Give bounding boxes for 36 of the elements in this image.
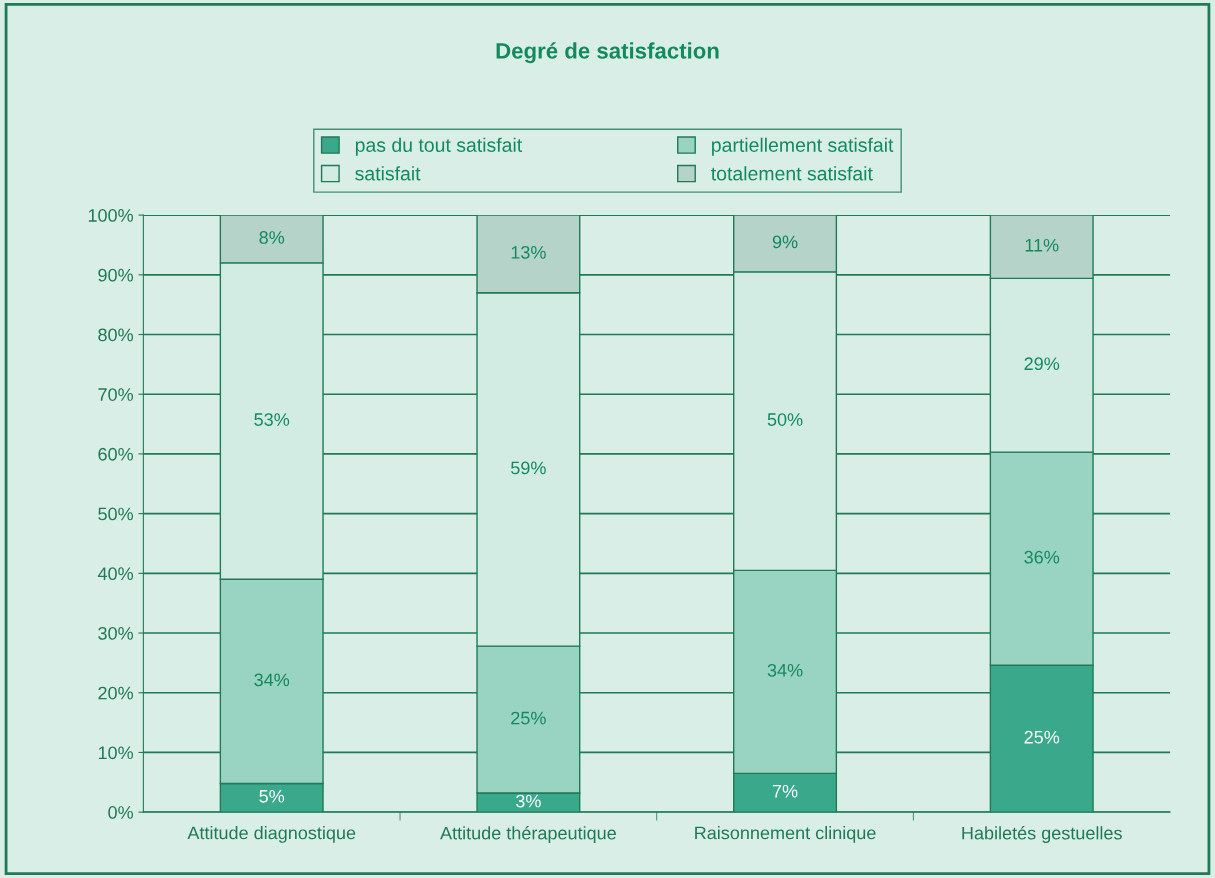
data-label: 25% — [1024, 730, 1060, 744]
legend-label: totalement satisfait — [711, 166, 873, 181]
data-label: 25% — [511, 711, 546, 725]
y-tick-label: 20% — [98, 686, 134, 700]
data-label: 34% — [254, 673, 290, 687]
data-label: 7% — [772, 784, 798, 798]
data-label: 11% — [1025, 238, 1059, 252]
data-label: 9% — [772, 235, 798, 249]
y-tick-label: 10% — [98, 746, 134, 760]
y-tick-label: 70% — [98, 388, 134, 401]
y-tick-label: 80% — [98, 328, 134, 342]
x-tick-label: Raisonnement clinique — [695, 826, 876, 843]
chart-title: Degré de satisfaction — [496, 42, 719, 64]
data-label: 36% — [1024, 550, 1060, 564]
data-label: 8% — [259, 231, 285, 244]
y-tick-label: 100% — [88, 209, 134, 222]
data-label: 53% — [254, 413, 290, 426]
x-tick-label: Attitude thérapeutique — [440, 826, 616, 844]
x-tick-label: Attitude diagnostique — [187, 826, 356, 843]
y-tick-label: 60% — [98, 447, 134, 461]
y-tick-label: 40% — [97, 567, 134, 581]
data-label: 3% — [516, 794, 541, 808]
legend-label: partiellement satisfait — [712, 137, 894, 156]
data-label: 5% — [259, 789, 285, 803]
data-label: 50% — [767, 413, 803, 426]
data-label: 59% — [511, 461, 546, 475]
data-label: 34% — [767, 663, 803, 677]
legend-label: pas du tout satisfait — [355, 137, 523, 156]
legend-label: satisfait — [355, 166, 421, 181]
data-label: 13% — [511, 245, 546, 259]
data-label: 29% — [1024, 357, 1060, 371]
y-tick-label: 30% — [98, 626, 134, 640]
y-tick-label: 90% — [98, 268, 134, 282]
x-tick-label: Habiletés gestuelles — [962, 826, 1122, 844]
y-tick-label: 50% — [98, 507, 134, 521]
y-tick-label: 0% — [108, 806, 134, 819]
